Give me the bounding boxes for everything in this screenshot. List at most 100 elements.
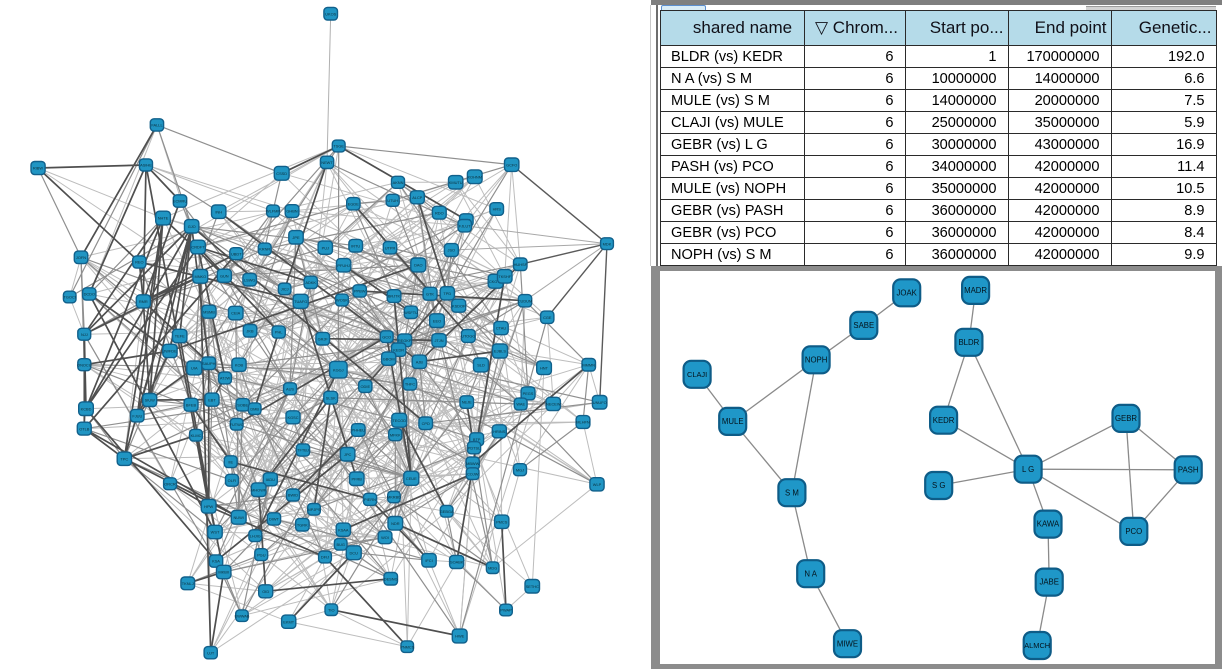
svg-text:KSDOF: KSDOF xyxy=(452,303,466,308)
svg-text:MLHFN: MLHFN xyxy=(576,420,590,425)
svg-text:UBDT: UBDT xyxy=(231,251,242,256)
svg-text:GJO: GJO xyxy=(188,224,196,229)
svg-text:GCFO: GCFO xyxy=(506,162,517,167)
svg-text:FUTWO: FUTWO xyxy=(230,422,244,427)
svg-text:FALLL: FALLL xyxy=(151,123,163,128)
svg-text:UTUH: UTUH xyxy=(387,198,398,203)
svg-text:LSWG: LSWG xyxy=(244,277,255,282)
svg-text:DCU: DCU xyxy=(349,550,358,555)
svg-text:DESNG: DESNG xyxy=(384,576,398,581)
svg-text:CTAU: CTAU xyxy=(496,326,506,331)
svg-text:CEUE: CEUE xyxy=(406,476,417,481)
svg-text:CLAJI: CLAJI xyxy=(687,370,707,379)
svg-text:MKRBD: MKRBD xyxy=(387,495,401,500)
svg-text:TKNLJ: TKNLJ xyxy=(182,581,194,586)
svg-text:ODIE: ODIE xyxy=(361,384,371,389)
svg-text:AUS: AUS xyxy=(286,386,294,391)
svg-text:TGRK: TGRK xyxy=(297,522,308,527)
svg-text:REO: REO xyxy=(135,260,143,265)
svg-text:DCDO: DCDO xyxy=(84,292,95,297)
svg-text:JICJ: JICJ xyxy=(281,287,289,292)
svg-text:HNT: HNT xyxy=(540,365,549,370)
svg-text:JTJN: JTJN xyxy=(434,338,443,343)
svg-text:CGE: CGE xyxy=(543,315,552,320)
svg-text:GUN: GUN xyxy=(220,273,229,278)
svg-text:UNUFO: UNUFO xyxy=(593,400,607,405)
svg-text:TSGE: TSGE xyxy=(333,144,344,149)
svg-text:MULE: MULE xyxy=(722,417,744,426)
svg-text:CRDFT: CRDFT xyxy=(191,245,205,250)
svg-text:ALMCH: ALMCH xyxy=(1024,641,1050,650)
svg-text:NDR: NDR xyxy=(391,521,400,526)
svg-text:EWWAB: EWWAB xyxy=(235,613,250,618)
svg-text:JWFDE: JWFDE xyxy=(163,349,177,354)
svg-text:PNMCS: PNMCS xyxy=(400,644,414,649)
svg-text:EJBLS: EJBLS xyxy=(494,349,506,354)
svg-text:NJJ: NJJ xyxy=(81,332,88,337)
svg-text:ALCP: ALCP xyxy=(412,195,423,200)
svg-text:KSA: KSA xyxy=(212,559,220,564)
svg-text:NHTE: NHTE xyxy=(158,216,169,221)
svg-text:TECOD: TECOD xyxy=(392,418,406,423)
svg-text:CEIA: CEIA xyxy=(231,311,240,316)
svg-text:THFC: THFC xyxy=(405,382,416,387)
svg-text:SIUW: SIUW xyxy=(145,398,155,403)
svg-text:BFEB: BFEB xyxy=(186,402,197,407)
svg-text:WSFTU: WSFTU xyxy=(404,310,418,315)
svg-text:CSSD: CSSD xyxy=(276,171,287,176)
svg-text:UKOS: UKOS xyxy=(325,11,336,16)
svg-text:JABE: JABE xyxy=(1039,578,1059,587)
svg-text:SAUPH: SAUPH xyxy=(202,361,216,366)
svg-text:GEBGA: GEBGA xyxy=(440,509,454,514)
svg-text:TPD: TPD xyxy=(443,291,451,296)
svg-text:DMB: DMB xyxy=(250,406,259,411)
svg-text:KEDR: KEDR xyxy=(393,347,404,352)
svg-text:TKSHF: TKSHF xyxy=(498,274,511,279)
svg-text:SOBE: SOBE xyxy=(237,402,248,407)
svg-text:GEBR: GEBR xyxy=(1115,414,1137,423)
svg-text:CUDUM: CUDUM xyxy=(518,298,532,303)
svg-text:RDO: RDO xyxy=(435,210,444,215)
svg-text:BTP: BTP xyxy=(473,437,481,442)
svg-text:TGOCI: TGOCI xyxy=(64,295,76,300)
svg-text:HUHSF: HUHSF xyxy=(514,262,528,267)
svg-text:OID: OID xyxy=(262,589,269,594)
svg-text:PCO: PCO xyxy=(1125,527,1142,536)
svg-text:FJLUT: FJLUT xyxy=(459,223,471,228)
svg-text:KSAA: KSAA xyxy=(338,527,349,532)
svg-text:GHBN: GHBN xyxy=(286,209,297,214)
svg-text:TPC: TPC xyxy=(120,456,128,461)
svg-text:HRINS: HRINS xyxy=(493,429,506,434)
svg-text:JPC: JPC xyxy=(344,452,352,457)
svg-text:CPD: CPD xyxy=(422,421,430,426)
svg-text:WST: WST xyxy=(211,530,220,535)
svg-text:WOSK: WOSK xyxy=(336,298,348,303)
svg-text:AKNN: AKNN xyxy=(393,180,404,185)
svg-text:KOB: KOB xyxy=(235,362,244,367)
svg-text:JKB: JKB xyxy=(246,328,254,333)
svg-text:PEGS: PEGS xyxy=(523,391,534,396)
svg-text:WOI: WOI xyxy=(381,535,389,540)
svg-text:EGDE: EGDE xyxy=(348,201,359,206)
svg-text:N A: N A xyxy=(804,569,817,578)
svg-text:MHOWF: MHOWF xyxy=(251,487,267,492)
svg-text:MBWW: MBWW xyxy=(466,461,480,466)
svg-text:PIERN: PIERN xyxy=(364,497,376,502)
svg-text:PASH: PASH xyxy=(1178,465,1199,474)
svg-text:EBT: EBT xyxy=(208,397,216,402)
svg-text:KAWA: KAWA xyxy=(1037,520,1060,529)
svg-text:DFIJ: DFIJ xyxy=(321,555,329,560)
svg-text:KRNR: KRNR xyxy=(259,247,270,252)
svg-text:WLP: WLP xyxy=(593,482,602,487)
svg-text:BLDR: BLDR xyxy=(958,338,979,347)
svg-text:MDG: MDG xyxy=(488,565,497,570)
svg-text:ONOCU: ONOCU xyxy=(77,362,92,367)
svg-text:GBOM: GBOM xyxy=(383,356,395,361)
svg-text:MNKO: MNKO xyxy=(194,274,206,279)
svg-text:UIA: UIA xyxy=(191,366,198,371)
svg-text:KGSC: KGSC xyxy=(287,415,298,420)
svg-text:CKGTN: CKGTN xyxy=(489,279,503,284)
svg-text:IADU: IADU xyxy=(266,477,275,482)
svg-text:GTK: GTK xyxy=(426,291,434,296)
svg-text:EEO: EEO xyxy=(433,318,441,323)
